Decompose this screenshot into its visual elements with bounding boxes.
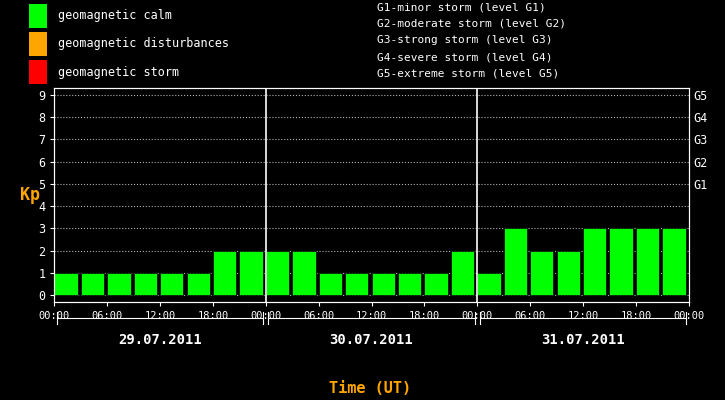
Text: G2-moderate storm (level G2): G2-moderate storm (level G2) — [377, 19, 566, 29]
Bar — [160, 273, 183, 295]
Bar — [80, 273, 104, 295]
Bar — [424, 273, 447, 295]
Text: geomagnetic calm: geomagnetic calm — [58, 9, 172, 22]
Text: G4-severe storm (level G4): G4-severe storm (level G4) — [377, 52, 552, 62]
Bar — [610, 228, 633, 295]
Bar — [29, 32, 47, 56]
Bar — [345, 273, 368, 295]
Bar — [266, 251, 289, 295]
Bar — [213, 251, 236, 295]
Bar — [29, 60, 47, 84]
Bar — [663, 228, 686, 295]
Text: G1-minor storm (level G1): G1-minor storm (level G1) — [377, 2, 546, 12]
Text: G5-extreme storm (level G5): G5-extreme storm (level G5) — [377, 69, 559, 79]
Bar — [29, 4, 47, 28]
Bar — [239, 251, 262, 295]
Bar — [319, 273, 342, 295]
Text: 31.07.2011: 31.07.2011 — [541, 333, 625, 347]
Bar — [371, 273, 395, 295]
Bar — [186, 273, 210, 295]
Bar — [107, 273, 130, 295]
Bar — [557, 251, 580, 295]
Bar — [398, 273, 421, 295]
Y-axis label: Kp: Kp — [20, 186, 40, 204]
Bar — [477, 273, 500, 295]
Text: Time (UT): Time (UT) — [328, 381, 411, 396]
Bar — [636, 228, 659, 295]
Bar — [133, 273, 157, 295]
Bar — [266, 251, 289, 295]
Bar — [54, 273, 78, 295]
Text: geomagnetic storm: geomagnetic storm — [58, 66, 179, 79]
Text: 29.07.2011: 29.07.2011 — [118, 333, 202, 347]
Text: G3-strong storm (level G3): G3-strong storm (level G3) — [377, 36, 552, 46]
Text: geomagnetic disturbances: geomagnetic disturbances — [58, 38, 229, 50]
Text: 30.07.2011: 30.07.2011 — [330, 333, 413, 347]
Bar — [583, 228, 606, 295]
Bar — [504, 228, 527, 295]
Bar — [530, 251, 553, 295]
Bar — [451, 251, 474, 295]
Bar — [292, 251, 315, 295]
